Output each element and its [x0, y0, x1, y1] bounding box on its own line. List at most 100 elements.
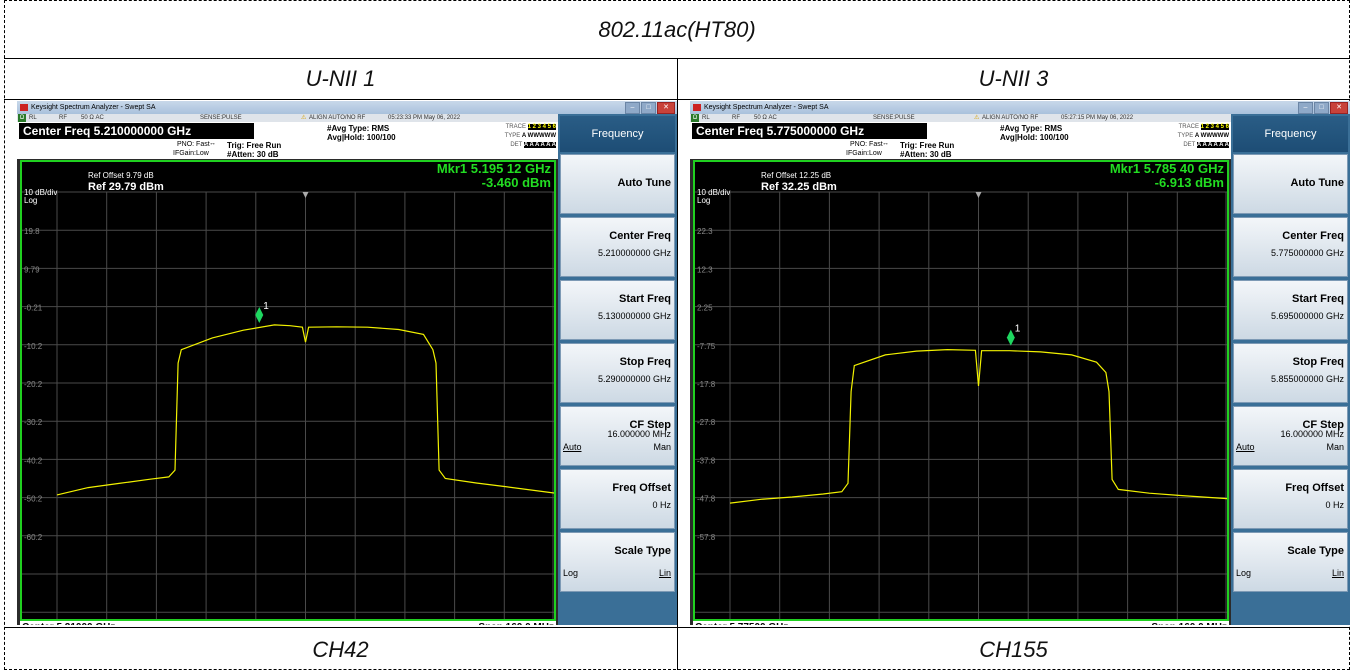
scale-type-button[interactable]: Scale Type Log Lin	[560, 532, 675, 592]
detector-type: A A A A A A	[1196, 142, 1229, 148]
marker-diamond	[1006, 329, 1015, 346]
y-tick-label: -40.2	[24, 456, 43, 465]
timestamp: 05:27:15 PM May 06, 2022	[1061, 115, 1134, 121]
center-freq-button[interactable]: Center Freq 5.775000000 GHz	[1233, 217, 1348, 277]
bottom-settings: Center 5.21000 GHz #Res BW 1.0 MHz #VBW …	[20, 621, 556, 625]
y-tick-label: 9.79	[24, 265, 40, 274]
spectrum-analyzer-screenshot: Keysight Spectrum Analyzer - Swept SA – …	[690, 101, 1350, 625]
close-icon[interactable]: ✕	[1330, 102, 1348, 114]
rf-indicator: RF	[59, 115, 67, 121]
warning-icon: ⚠	[974, 115, 980, 121]
y-tick-label: -37.8	[697, 456, 716, 465]
marker-diamond	[255, 307, 264, 324]
stop-freq-button[interactable]: Stop Freq 5.290000000 GHz	[560, 343, 675, 403]
impedance-indicator: 50 Ω AC	[81, 115, 104, 121]
trace-indicator: TRACE 1 2 3 4 5 6 TYPE A WWWWW DET A A A…	[504, 124, 556, 148]
center-freq-title: Center Freq 5.775000000 GHz	[692, 123, 927, 139]
app-icon	[20, 104, 28, 111]
softkey-label: Start Freq	[619, 293, 671, 305]
warning-icon: ⚠	[301, 115, 307, 121]
y-tick-label: 19.8	[24, 227, 40, 236]
avg-type: #Avg Type: RMS	[327, 124, 390, 133]
rl-indicator: RL	[702, 115, 710, 121]
sense-indicator: SENSE:PULSE	[873, 115, 915, 121]
spectrum-plot: 22.3 12.3 2.25 -7.75 -17.8 -27.8 -37.8 -47.8 -57…	[695, 191, 1227, 619]
softkey-label: Scale Type	[614, 545, 671, 557]
minimize-icon[interactable]: –	[625, 102, 640, 114]
y-tick-label: -20.2	[24, 380, 43, 389]
impedance-indicator: 50 Ω AC	[754, 115, 777, 121]
log-option[interactable]: Log	[1236, 568, 1252, 578]
auto-tune-button[interactable]: Auto Tune	[1233, 154, 1348, 214]
scale-per-div: 10 dB/div	[697, 188, 731, 197]
scale-type-button[interactable]: Scale Type Log Lin	[1233, 532, 1348, 592]
center-freq-button[interactable]: Center Freq 5.210000000 GHz	[560, 217, 675, 277]
man-option[interactable]: Man	[653, 442, 671, 452]
freq-offset-button[interactable]: Freq Offset 0 Hz	[560, 469, 675, 529]
ref-offset: Ref Offset 9.79 dB	[88, 171, 154, 180]
freq-offset-button[interactable]: Freq Offset 0 Hz	[1233, 469, 1348, 529]
pno-setting: PNO: Fast	[850, 141, 883, 148]
align-status: ALIGN AUTO/NO RF	[309, 115, 366, 121]
marker-frequency: Mkr1 5.785 40 GHz	[1109, 161, 1224, 176]
softkey-value: 5.130000000 GHz	[597, 311, 671, 321]
cf-step-button[interactable]: CF Step 16.000000 MHz Auto Man	[560, 406, 675, 466]
trace-numbers: 1 2 3 4 5 6	[1200, 124, 1229, 130]
softkey-value: 0 Hz	[1325, 500, 1344, 510]
trigger-setting: Trig: Free Run	[227, 141, 282, 150]
y-tick-label: -60.2	[24, 533, 43, 542]
start-freq-button[interactable]: Start Freq 5.695000000 GHz	[1233, 280, 1348, 340]
lin-option[interactable]: Lin	[1331, 568, 1344, 578]
y-tick-label: -17.8	[697, 380, 716, 389]
minimize-icon[interactable]: –	[1298, 102, 1313, 114]
avg-type: #Avg Type: RMS	[1000, 124, 1063, 133]
log-option[interactable]: Log	[563, 568, 579, 578]
auto-option[interactable]: Auto	[563, 442, 582, 452]
avg-hold: Avg|Hold: 100/100	[1000, 133, 1069, 142]
spectrum-plot: 19.8 9.79 -0.21 -10.2 -20.2 -30.2 -40.2 -50.2 -6…	[22, 191, 554, 619]
center-frequency: Center 5.21000 GHz	[22, 622, 115, 625]
pno-setting: PNO: Fast	[177, 141, 210, 148]
trace-type: A WWWWW	[1194, 133, 1229, 139]
y-tick-label: -27.8	[697, 418, 716, 427]
maximize-icon[interactable]: □	[641, 102, 656, 114]
detector-type: A A A A A A	[523, 142, 556, 148]
softkey-value: 5.210000000 GHz	[597, 248, 671, 258]
table-header: 802.11ac(HT80)	[598, 17, 756, 42]
auto-option[interactable]: Auto	[1236, 442, 1255, 452]
cf-step-button[interactable]: CF Step 16.000000 MHz Auto Man	[1233, 406, 1348, 466]
start-freq-button[interactable]: Start Freq 5.130000000 GHz	[560, 280, 675, 340]
softkey-value: 5.695000000 GHz	[1270, 311, 1344, 321]
close-icon[interactable]: ✕	[657, 102, 675, 114]
spectrum-graph[interactable]: 22.3 12.3 2.25 -7.75 -17.8 -27.8 -37.8 -47.8 -57…	[693, 160, 1229, 621]
align-status: ALIGN AUTO/NO RF	[982, 115, 1039, 121]
timestamp: 05:23:33 PM May 06, 2022	[388, 115, 461, 121]
center-marker-icon	[302, 192, 309, 198]
ref-level: Ref 29.79 dBm	[88, 181, 164, 193]
maximize-icon[interactable]: □	[1314, 102, 1329, 114]
ifgain-setting: IFGain:Low	[846, 150, 882, 157]
softkey-label: Stop Freq	[619, 356, 671, 368]
y-tick-label: -10.2	[24, 342, 43, 351]
bottom-settings: Center 5.77500 GHz #Res BW 300 kHz #VBW …	[693, 621, 1229, 625]
stop-freq-button[interactable]: Stop Freq 5.855000000 GHz	[1233, 343, 1348, 403]
column-header-left: U-NII 1	[305, 66, 376, 91]
man-option[interactable]: Man	[1326, 442, 1344, 452]
lxi-icon: Ω	[18, 114, 26, 122]
marker-value: -3.460 dBm	[481, 175, 551, 190]
y-tick-label: -47.8	[697, 495, 716, 504]
softkey-label: Start Freq	[1292, 293, 1344, 305]
softkey-value: 5.775000000 GHz	[1270, 248, 1344, 258]
arrow-icon: ↔	[882, 140, 889, 147]
app-icon	[693, 104, 701, 111]
y-tick-label: -50.2	[24, 495, 43, 504]
lin-option[interactable]: Lin	[658, 568, 671, 578]
spectrum-graph[interactable]: 19.8 9.79 -0.21 -10.2 -20.2 -30.2 -40.2 -50.2 -6…	[20, 160, 556, 621]
softkey-value: 16.000000 MHz	[607, 429, 671, 439]
softkey-label: Freq Offset	[612, 482, 671, 494]
atten-setting: #Atten: 30 dB	[227, 150, 279, 159]
trace-numbers: 1 2 3 4 5 6	[527, 124, 556, 130]
sense-indicator: SENSE:PULSE	[200, 115, 242, 121]
auto-tune-button[interactable]: Auto Tune	[560, 154, 675, 214]
y-tick-label: -57.8	[697, 533, 716, 542]
